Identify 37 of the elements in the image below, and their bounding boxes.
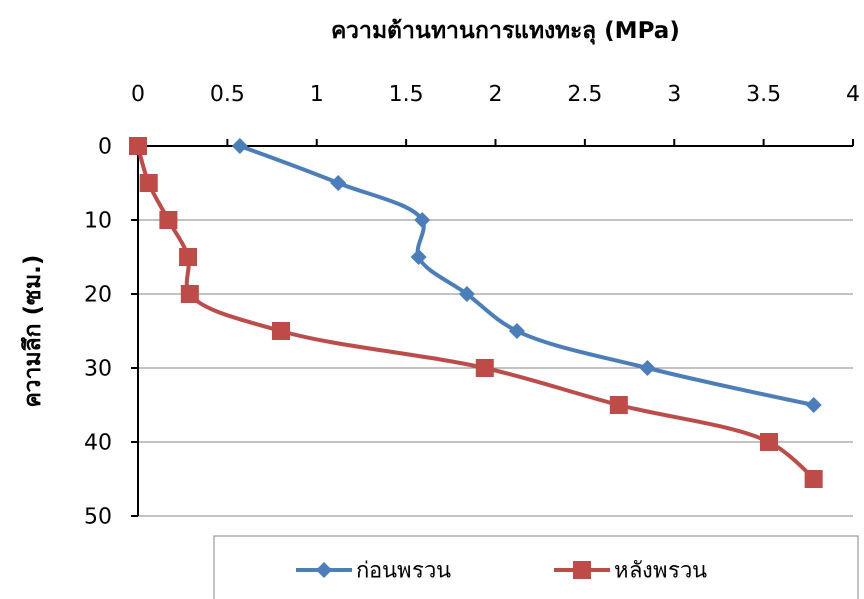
x-tick-label: 3.5 <box>746 82 782 107</box>
point <box>159 211 178 229</box>
point <box>272 322 290 340</box>
point <box>414 212 430 228</box>
point <box>140 174 158 192</box>
x-axis-title: ความต้านทานการแทงทะลุ (MPa) <box>331 18 680 45</box>
x-tick-label: 0 <box>131 82 145 107</box>
legend-label: ก่อนพรวน <box>356 558 451 584</box>
point <box>330 175 346 191</box>
y-tick-label: 10 <box>84 208 112 234</box>
point <box>508 323 525 339</box>
x-tick-label: 1.5 <box>388 82 424 107</box>
x-tick-label: 4 <box>846 82 860 107</box>
y-tick-label: 20 <box>84 282 112 308</box>
point <box>760 433 778 451</box>
point <box>476 359 494 377</box>
x-tick-label: 3 <box>667 82 682 107</box>
point <box>610 396 628 414</box>
legend-label: หลังพรวน <box>614 558 707 584</box>
point <box>179 248 198 266</box>
y-axis-title: ความลึก (ซม.) <box>20 254 46 408</box>
x-tick-label: 2 <box>488 82 502 107</box>
y-tick-label: 0 <box>98 134 112 160</box>
point <box>180 285 199 303</box>
point <box>806 397 822 413</box>
point <box>129 137 147 155</box>
point <box>232 138 248 154</box>
point <box>410 249 427 265</box>
point <box>639 360 656 376</box>
point <box>458 286 475 302</box>
point <box>804 470 823 488</box>
x-tick-label: 1 <box>310 82 324 107</box>
x-tick-label: 0.5 <box>210 82 245 107</box>
x-tick-label: 2.5 <box>567 82 602 107</box>
y-tick-label: 30 <box>84 356 112 382</box>
y-tick-label: 40 <box>84 430 112 456</box>
y-tick-label: 50 <box>84 504 112 530</box>
